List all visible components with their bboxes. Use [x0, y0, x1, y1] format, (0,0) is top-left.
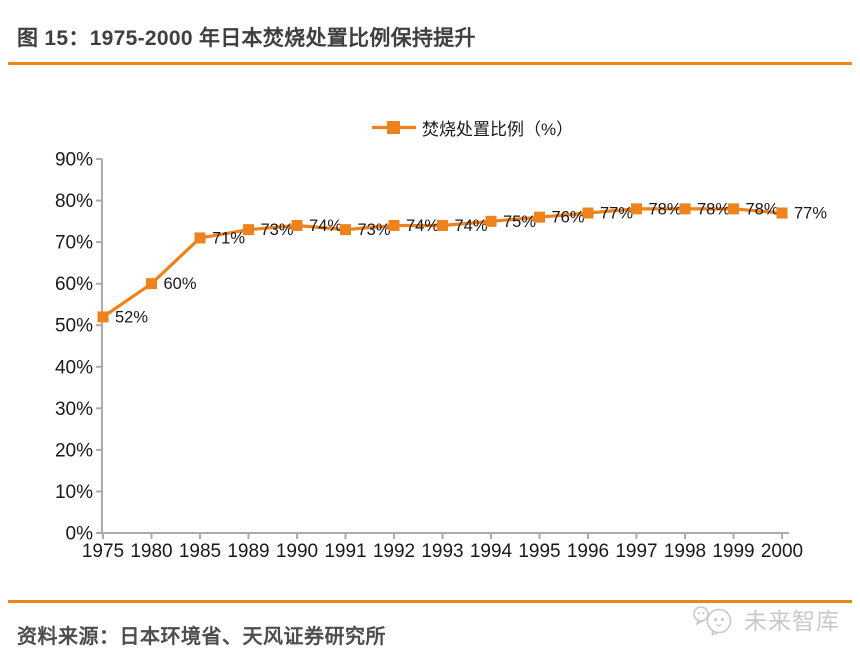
- x-tick-label: 1989: [227, 541, 269, 562]
- chat-mascot-icon: [693, 606, 732, 635]
- data-label: 74%: [455, 217, 488, 235]
- data-point-marker: [194, 232, 206, 244]
- figure-title: 图 15：1975-2000 年日本焚烧处置比例保持提升: [17, 27, 476, 50]
- data-label: 71%: [212, 229, 245, 247]
- y-tick-label: 50%: [55, 316, 93, 337]
- data-point-marker: [582, 207, 594, 219]
- data-label: 60%: [164, 275, 197, 293]
- y-tick-label: 60%: [55, 274, 93, 295]
- data-label: 77%: [600, 205, 633, 223]
- y-tick-label: 20%: [55, 440, 93, 461]
- x-tick-label: 1985: [179, 541, 221, 562]
- x-tick-label: 1991: [324, 541, 366, 562]
- data-point-marker: [776, 207, 788, 219]
- y-tick-label: 30%: [55, 399, 93, 420]
- data-point-marker: [534, 211, 545, 223]
- data-point-marker: [631, 203, 642, 215]
- data-label: 74%: [309, 217, 342, 235]
- data-label: 75%: [503, 213, 536, 231]
- x-tick-label: 1980: [130, 541, 172, 562]
- data-point-marker: [243, 224, 254, 236]
- x-tick-label: 1992: [373, 541, 415, 562]
- title-divider: [8, 62, 852, 65]
- x-tick-label: 1990: [276, 541, 318, 562]
- x-tick-label: 1998: [664, 541, 706, 562]
- data-point-marker: [728, 203, 739, 215]
- x-tick-label: 1994: [470, 541, 513, 562]
- chart-legend: 焚烧处置比例（%）: [371, 115, 573, 140]
- data-label: 78%: [697, 200, 730, 218]
- data-label: 73%: [261, 221, 294, 239]
- data-label: 77%: [794, 205, 827, 223]
- x-tick-label: 1993: [421, 541, 463, 562]
- data-label: 52%: [115, 308, 148, 326]
- watermark-text: 未来智库: [744, 608, 840, 634]
- x-tick-label: 1999: [712, 541, 754, 562]
- data-label: 74%: [406, 217, 439, 235]
- data-label: 78%: [746, 200, 779, 218]
- x-tick-label: 2000: [761, 541, 803, 562]
- x-tick-label: 1995: [518, 541, 560, 562]
- data-point-marker: [97, 311, 109, 323]
- x-tick-label: 1975: [82, 541, 124, 562]
- data-label: 78%: [649, 200, 682, 218]
- y-tick-label: 80%: [55, 191, 93, 212]
- data-point-marker: [437, 219, 448, 231]
- footer-divider: [8, 600, 852, 603]
- y-tick-label: 40%: [55, 357, 93, 378]
- legend-label: 焚烧处置比例（%）: [422, 120, 574, 139]
- data-label: 73%: [358, 221, 391, 239]
- y-tick-label: 0%: [66, 524, 94, 545]
- data-point-marker: [388, 219, 400, 231]
- data-point-marker: [291, 219, 303, 231]
- y-tick-label: 90%: [55, 150, 93, 171]
- data-point-marker: [679, 203, 691, 215]
- y-tick-label: 70%: [55, 233, 93, 254]
- data-point-marker: [340, 224, 351, 236]
- data-point-marker: [146, 278, 157, 290]
- x-tick-label: 1997: [615, 541, 657, 562]
- data-point-marker: [485, 215, 497, 227]
- data-label: 76%: [552, 209, 585, 227]
- x-tick-label: 1996: [567, 541, 609, 562]
- source-note: 资料来源：日本环境省、天风证券研究所: [17, 626, 386, 648]
- y-tick-label: 10%: [55, 482, 93, 503]
- legend-line-marker-icon: [372, 121, 416, 134]
- watermark-logo: 未来智库: [691, 602, 840, 636]
